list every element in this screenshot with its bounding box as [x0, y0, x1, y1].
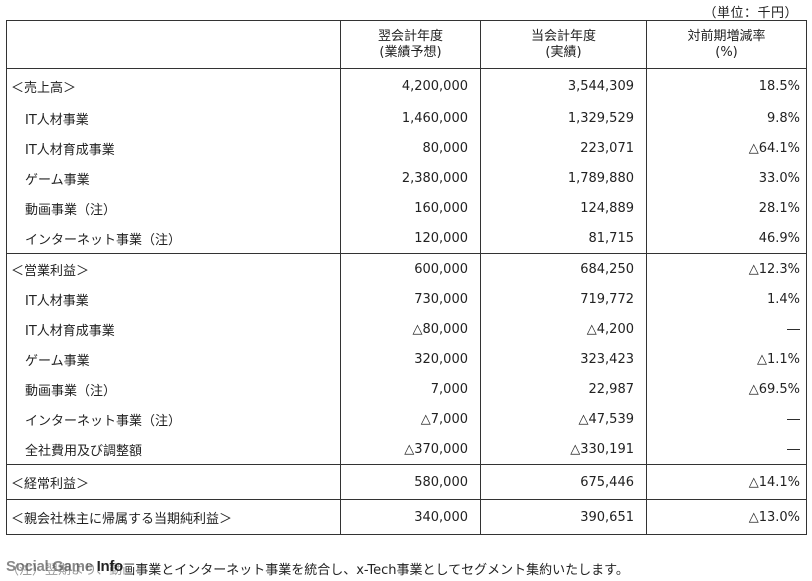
header-forecast-subtitle: (業績予想) — [379, 44, 442, 60]
actual-cell: 1,789,880 — [480, 163, 647, 193]
forecast-cell: 4,200,000 — [340, 68, 481, 103]
forecast-cell: 340,000 — [340, 499, 481, 535]
actual-cell: △330,191 — [480, 434, 647, 465]
forecast-cell: 1,460,000 — [340, 103, 481, 133]
actual-cell: 323,423 — [480, 344, 647, 374]
change-cell: △64.1% — [646, 133, 807, 163]
row-label: ＜売上高＞ — [6, 68, 341, 103]
unit-label: （単位：千円） — [703, 6, 798, 21]
table-row-operating-income: ＜営業利益＞ 600,000 684,250 △12.3% — [6, 253, 807, 284]
row-label: インターネット事業（注） — [6, 223, 341, 254]
row-label: IT人材育成事業 — [6, 133, 341, 163]
table-row: 動画事業（注） 7,000 22,987 △69.5% — [6, 374, 807, 404]
forecast-cell: △370,000 — [340, 434, 481, 465]
row-label: IT人材育成事業 — [6, 314, 341, 344]
header-item-column — [6, 20, 341, 69]
header-change-title: 対前期増減率 — [687, 28, 766, 44]
change-cell: ― — [646, 314, 807, 344]
actual-cell: 124,889 — [480, 193, 647, 223]
row-label: ＜経常利益＞ — [6, 464, 341, 500]
table-row-net-income: ＜親会社株主に帰属する当期純利益＞ 340,000 390,651 △13.0% — [6, 499, 807, 535]
row-label: ＜営業利益＞ — [6, 253, 341, 284]
forecast-cell: △7,000 — [340, 404, 481, 434]
table-row-revenue: ＜売上高＞ 4,200,000 3,544,309 18.5% — [6, 68, 807, 103]
forecast-cell: 2,380,000 — [340, 163, 481, 193]
header-actual-column: 当会計年度 (実績) — [480, 20, 647, 69]
row-label: IT人材事業 — [6, 103, 341, 133]
actual-cell: △4,200 — [480, 314, 647, 344]
row-label: ＜親会社株主に帰属する当期純利益＞ — [6, 499, 341, 535]
actual-cell: 390,651 — [480, 499, 647, 535]
table-row: IT人材育成事業 80,000 223,071 △64.1% — [6, 133, 807, 163]
change-cell: ― — [646, 434, 807, 465]
actual-cell: 675,446 — [480, 464, 647, 500]
forecast-cell: 120,000 — [340, 223, 481, 254]
header-forecast-column: 翌会計年度 (業績予想) — [340, 20, 481, 69]
forecast-cell: 160,000 — [340, 193, 481, 223]
header-actual-title: 当会計年度 — [530, 28, 596, 44]
table-row: IT人材事業 1,460,000 1,329,529 9.8% — [6, 103, 807, 133]
actual-cell: 684,250 — [480, 253, 647, 284]
change-cell: △13.0% — [646, 499, 807, 535]
forecast-cell: 730,000 — [340, 284, 481, 314]
forecast-cell: 7,000 — [340, 374, 481, 404]
change-cell: △69.5% — [646, 374, 807, 404]
watermark-text: Social Game — [6, 558, 97, 575]
actual-cell: 3,544,309 — [480, 68, 647, 103]
forecast-cell: 580,000 — [340, 464, 481, 500]
actual-cell: △47,539 — [480, 404, 647, 434]
table-row: インターネット事業（注） 120,000 81,715 46.9% — [6, 223, 807, 254]
actual-cell: 223,071 — [480, 133, 647, 163]
row-label: 動画事業（注） — [6, 193, 341, 223]
forecast-cell: 600,000 — [340, 253, 481, 284]
change-cell: 18.5% — [646, 68, 807, 103]
header-change-column: 対前期増減率 (%) — [646, 20, 807, 69]
table-row-ordinary-income: ＜経常利益＞ 580,000 675,446 △14.1% — [6, 464, 807, 500]
header-actual-subtitle: (実績) — [545, 44, 582, 60]
row-label: 全社費用及び調整額 — [6, 434, 341, 465]
change-cell: 46.9% — [646, 223, 807, 254]
header-forecast-title: 翌会計年度 — [377, 28, 443, 44]
header-change-subtitle: (%) — [715, 44, 738, 60]
change-cell: ― — [646, 404, 807, 434]
earnings-forecast-table: 翌会計年度 (業績予想) 当会計年度 (実績) 対前期増減率 (%) ＜売上高＞… — [6, 20, 807, 535]
table-row: IT人材育成事業 △80,000 △4,200 ― — [6, 314, 807, 344]
table-row: ゲーム事業 2,380,000 1,789,880 33.0% — [6, 163, 807, 193]
watermark-text-bold: Info — [96, 558, 124, 575]
change-cell: 1.4% — [646, 284, 807, 314]
row-label: 動画事業（注） — [6, 374, 341, 404]
table-header-row: 翌会計年度 (業績予想) 当会計年度 (実績) 対前期増減率 (%) — [6, 20, 807, 69]
row-label: IT人材事業 — [6, 284, 341, 314]
forecast-cell: 320,000 — [340, 344, 481, 374]
actual-cell: 81,715 — [480, 223, 647, 254]
table-row: インターネット事業（注） △7,000 △47,539 ― — [6, 404, 807, 434]
row-label: ゲーム事業 — [6, 163, 341, 193]
footnote-text: 翌期より、動画事業とインターネット事業を統合し、x-Tech事業としてセグメント… — [45, 563, 629, 578]
actual-cell: 1,329,529 — [480, 103, 647, 133]
forecast-cell: △80,000 — [340, 314, 481, 344]
row-label: ゲーム事業 — [6, 344, 341, 374]
change-cell: 9.8% — [646, 103, 807, 133]
actual-cell: 22,987 — [480, 374, 647, 404]
table-row: 動画事業（注） 160,000 124,889 28.1% — [6, 193, 807, 223]
actual-cell: 719,772 — [480, 284, 647, 314]
table-row: ゲーム事業 320,000 323,423 △1.1% — [6, 344, 807, 374]
change-cell: △12.3% — [646, 253, 807, 284]
watermark-logo: Social Game Info — [4, 558, 125, 575]
forecast-cell: 80,000 — [340, 133, 481, 163]
change-cell: 28.1% — [646, 193, 807, 223]
table-row: 全社費用及び調整額 △370,000 △330,191 ― — [6, 434, 807, 465]
change-cell: △14.1% — [646, 464, 807, 500]
row-label: インターネット事業（注） — [6, 404, 341, 434]
change-cell: △1.1% — [646, 344, 807, 374]
table-row: IT人材事業 730,000 719,772 1.4% — [6, 284, 807, 314]
change-cell: 33.0% — [646, 163, 807, 193]
